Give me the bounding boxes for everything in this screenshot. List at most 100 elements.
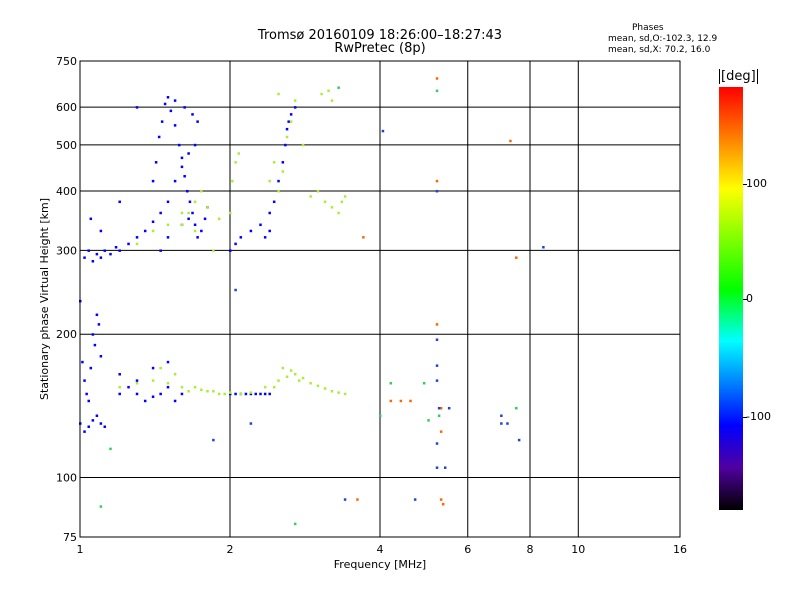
x-tick-label: 10 — [571, 543, 585, 556]
data-point — [151, 395, 155, 398]
data-point — [447, 406, 451, 410]
data-point — [437, 414, 441, 417]
data-point — [435, 379, 439, 382]
data-point — [180, 392, 184, 396]
data-point — [293, 373, 297, 376]
data-point — [103, 425, 107, 428]
data-point — [83, 256, 86, 259]
data-point — [343, 498, 347, 501]
data-point — [281, 170, 285, 173]
colorbar-tick-label: -100 — [746, 410, 771, 423]
data-point — [166, 200, 170, 204]
data-point — [237, 152, 240, 155]
data-point — [293, 522, 297, 526]
x-axis-label: Frequency [MHz] — [334, 558, 426, 571]
data-point — [323, 387, 327, 390]
colorbar-tick-mark — [743, 184, 747, 185]
data-point — [268, 229, 271, 233]
data-point — [166, 236, 170, 239]
data-point — [177, 143, 181, 147]
data-point — [157, 135, 161, 139]
data-point — [249, 391, 253, 394]
data-point — [187, 211, 190, 215]
data-point — [309, 195, 312, 198]
data-point — [89, 217, 93, 221]
data-point — [263, 385, 267, 389]
data-point — [320, 92, 323, 96]
data-point — [268, 211, 271, 215]
data-point — [263, 236, 267, 239]
data-point — [200, 229, 203, 233]
data-point — [85, 392, 88, 396]
data-point — [212, 249, 215, 252]
data-point — [441, 502, 445, 506]
data-point — [91, 419, 95, 422]
data-point — [109, 447, 112, 451]
data-point — [435, 466, 439, 469]
data-point — [99, 505, 103, 508]
data-point — [435, 323, 439, 326]
data-point — [244, 392, 248, 396]
data-point — [83, 430, 86, 433]
x-tick-label: 8 — [527, 543, 534, 556]
data-point — [191, 211, 194, 215]
data-point — [409, 399, 412, 403]
x-tick-label: 2 — [227, 543, 234, 556]
data-point — [231, 179, 234, 183]
x-tick-label: 6 — [464, 543, 471, 556]
data-point — [379, 414, 382, 417]
data-point — [399, 399, 403, 403]
data-point — [316, 189, 320, 193]
data-point — [212, 438, 215, 442]
data-point — [437, 406, 441, 410]
data-point — [337, 86, 340, 89]
colorbar — [719, 87, 743, 510]
data-point — [187, 152, 190, 155]
data-point — [180, 385, 184, 389]
data-point — [343, 392, 347, 396]
data-point — [118, 249, 121, 252]
data-point — [277, 179, 280, 183]
data-point — [193, 223, 197, 227]
data-point — [439, 430, 443, 433]
data-point — [118, 200, 121, 204]
y-axis-label: Stationary phase Virtual Height [km] — [38, 198, 51, 400]
colorbar-tick-label: 0 — [746, 292, 753, 305]
data-point — [196, 120, 199, 123]
data-point — [81, 360, 84, 364]
data-points — [79, 77, 545, 526]
data-point — [217, 392, 221, 396]
data-point — [166, 381, 170, 385]
data-point — [118, 392, 121, 396]
y-tick-label: 200 — [56, 328, 77, 341]
data-point — [234, 242, 237, 246]
x-tick-label: 16 — [673, 543, 687, 556]
data-point — [159, 249, 162, 252]
data-point — [173, 124, 177, 127]
data-point — [229, 391, 232, 394]
data-point — [234, 288, 237, 292]
data-point — [196, 236, 199, 239]
data-point — [506, 422, 509, 425]
data-point — [91, 333, 95, 336]
y-tick-label: 300 — [56, 244, 77, 257]
colorbar-tick-mark — [743, 299, 747, 300]
data-point — [356, 498, 359, 501]
data-point — [93, 343, 97, 347]
data-point — [509, 139, 512, 143]
data-point — [191, 113, 194, 116]
data-point — [517, 438, 521, 442]
data-point — [188, 200, 192, 204]
data-point — [289, 113, 293, 116]
data-point — [309, 381, 312, 385]
data-point — [95, 252, 99, 256]
data-point — [118, 373, 121, 376]
data-point — [186, 189, 189, 193]
data-point — [443, 466, 447, 469]
data-point — [99, 229, 103, 233]
phases-header: Phases — [632, 23, 664, 33]
data-point — [95, 313, 99, 317]
data-point — [389, 399, 393, 403]
x-tick-label: 4 — [377, 543, 384, 556]
data-point — [83, 379, 86, 382]
